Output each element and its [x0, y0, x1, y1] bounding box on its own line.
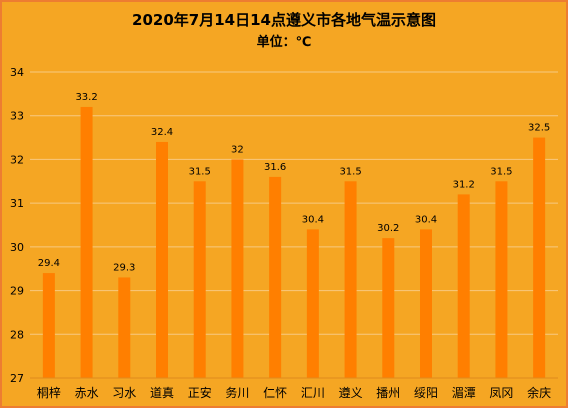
x-category-label: 凤冈 [489, 386, 513, 400]
bar [231, 159, 244, 378]
bar [306, 229, 319, 378]
x-category-label: 正安 [188, 385, 212, 400]
bar [420, 229, 432, 378]
data-label: 30.4 [415, 214, 437, 225]
bar [382, 238, 395, 378]
x-category-label: 赤水 [75, 386, 99, 400]
data-label: 32 [231, 144, 244, 155]
y-axis-tick-labels: 27 28 29 30 31 32 33 34 [10, 66, 24, 385]
data-label: 31.5 [189, 166, 211, 177]
x-category-label: 桐梓 [37, 385, 61, 400]
chart-subtitle: 单位：℃ [256, 35, 312, 50]
data-label: 32.5 [528, 123, 550, 134]
data-label: 31.5 [339, 166, 361, 177]
y-tick-label: 27 [10, 372, 24, 385]
y-tick-label: 34 [10, 66, 24, 79]
y-tick-label: 30 [10, 241, 24, 254]
bar [457, 194, 470, 378]
data-label: 33.2 [75, 92, 97, 103]
bar [533, 137, 546, 378]
x-category-label: 绥阳 [414, 386, 438, 400]
y-tick-label: 32 [10, 153, 24, 166]
x-category-label: 遵义 [339, 385, 363, 400]
y-tick-label: 33 [10, 110, 24, 123]
data-label: 30.2 [377, 223, 399, 234]
data-label: 31.5 [490, 166, 512, 177]
x-category-label: 播州 [376, 386, 400, 400]
bar [156, 141, 168, 378]
y-tick-label: 31 [10, 197, 24, 210]
x-category-label: 习水 [112, 386, 136, 400]
bar [495, 181, 508, 378]
data-label: 29.4 [38, 258, 60, 269]
y-tick-label: 29 [10, 285, 24, 298]
data-label: 32.4 [151, 127, 173, 138]
bar [344, 181, 357, 378]
x-category-label: 余庆 [527, 385, 551, 400]
bar [80, 106, 93, 378]
bar [269, 176, 282, 378]
x-category-label: 仁怀 [263, 386, 287, 400]
y-tick-label: 28 [10, 328, 24, 341]
x-category-label: 汇川 [301, 386, 325, 400]
x-axis-category-labels: 桐梓 赤水 习水 道真 正安 务川 仁怀 汇川 遵义 播州 绥阳 湄潭 凤冈 余庆 [37, 385, 551, 400]
x-category-label: 务川 [225, 385, 249, 400]
gridlines [30, 71, 558, 335]
data-label: 30.4 [302, 214, 324, 225]
data-labels: 29.4 33.2 29.3 32.4 31.5 32 31.6 30.4 31.5 30.2 30… [38, 92, 551, 273]
bars [42, 106, 546, 378]
bar [42, 273, 55, 378]
bar [118, 277, 131, 378]
data-label: 31.2 [453, 179, 475, 190]
data-label: 31.6 [264, 162, 286, 173]
bar [193, 181, 206, 378]
chart-title: 2020年7月14日14点遵义市各地气温示意图 [132, 11, 436, 29]
x-category-label: 湄潭 [452, 386, 476, 400]
data-label: 29.3 [113, 262, 135, 273]
x-category-label: 道真 [150, 386, 174, 400]
